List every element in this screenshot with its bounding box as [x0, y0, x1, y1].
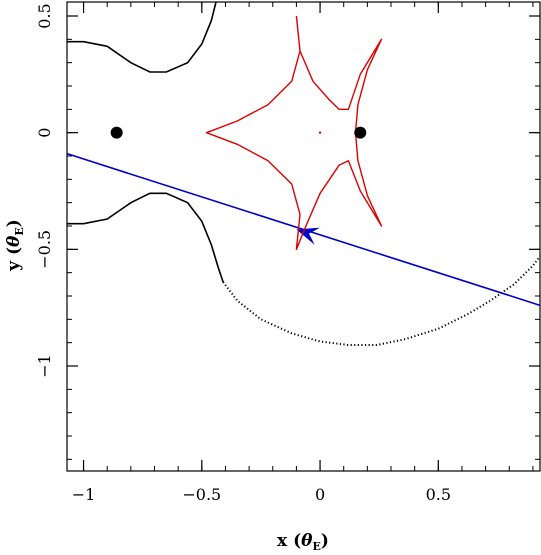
critical-curve-dotted: [222, 255, 541, 346]
trajectory-arrow: [296, 227, 321, 245]
lens-masses: [110, 126, 367, 139]
x-axis-title-subscript: E: [313, 540, 321, 553]
y-tick-label: 0: [35, 128, 54, 138]
y-axis-title-suffix: ): [4, 219, 24, 227]
y-axis-title-subscript: E: [13, 227, 26, 235]
x-axis-title-symbol: θ: [301, 531, 313, 551]
x-tick-label: 0.5: [426, 485, 451, 504]
y-tick-label: −0.5: [35, 230, 54, 269]
x-tick-label: 0: [315, 485, 325, 504]
lens-mass-point: [110, 126, 123, 139]
critical-curve: [67, 1, 217, 73]
y-tick-label: 0.5: [35, 3, 54, 28]
tick-labels: −1 −0.5 0 0.5 0.5 0 −0.5 −1: [35, 3, 451, 504]
x-axis-title-suffix: ): [321, 531, 329, 551]
x-tick-label: −0.5: [182, 485, 221, 504]
axis-ticks: [67, 2, 540, 471]
x-axis-title: x (θE): [277, 531, 329, 553]
y-axis-title: y (θE): [4, 219, 26, 272]
caustic: [205, 15, 383, 250]
critical-curve: [67, 192, 224, 283]
plot-frame: [66, 1, 541, 472]
caustic-curve: [205, 15, 383, 250]
x-axis-title-prefix: x (: [277, 531, 301, 551]
y-axis-title-prefix: y (: [4, 247, 24, 272]
critical-curves: [67, 1, 541, 346]
lens-mass-point: [354, 126, 367, 139]
y-axis-title-symbol: θ: [4, 235, 24, 247]
y-tick-label: −1: [35, 354, 54, 378]
caustic-center-dot: [318, 131, 322, 134]
x-tick-label: −1: [72, 485, 96, 504]
source-trajectory: [66, 152, 541, 307]
